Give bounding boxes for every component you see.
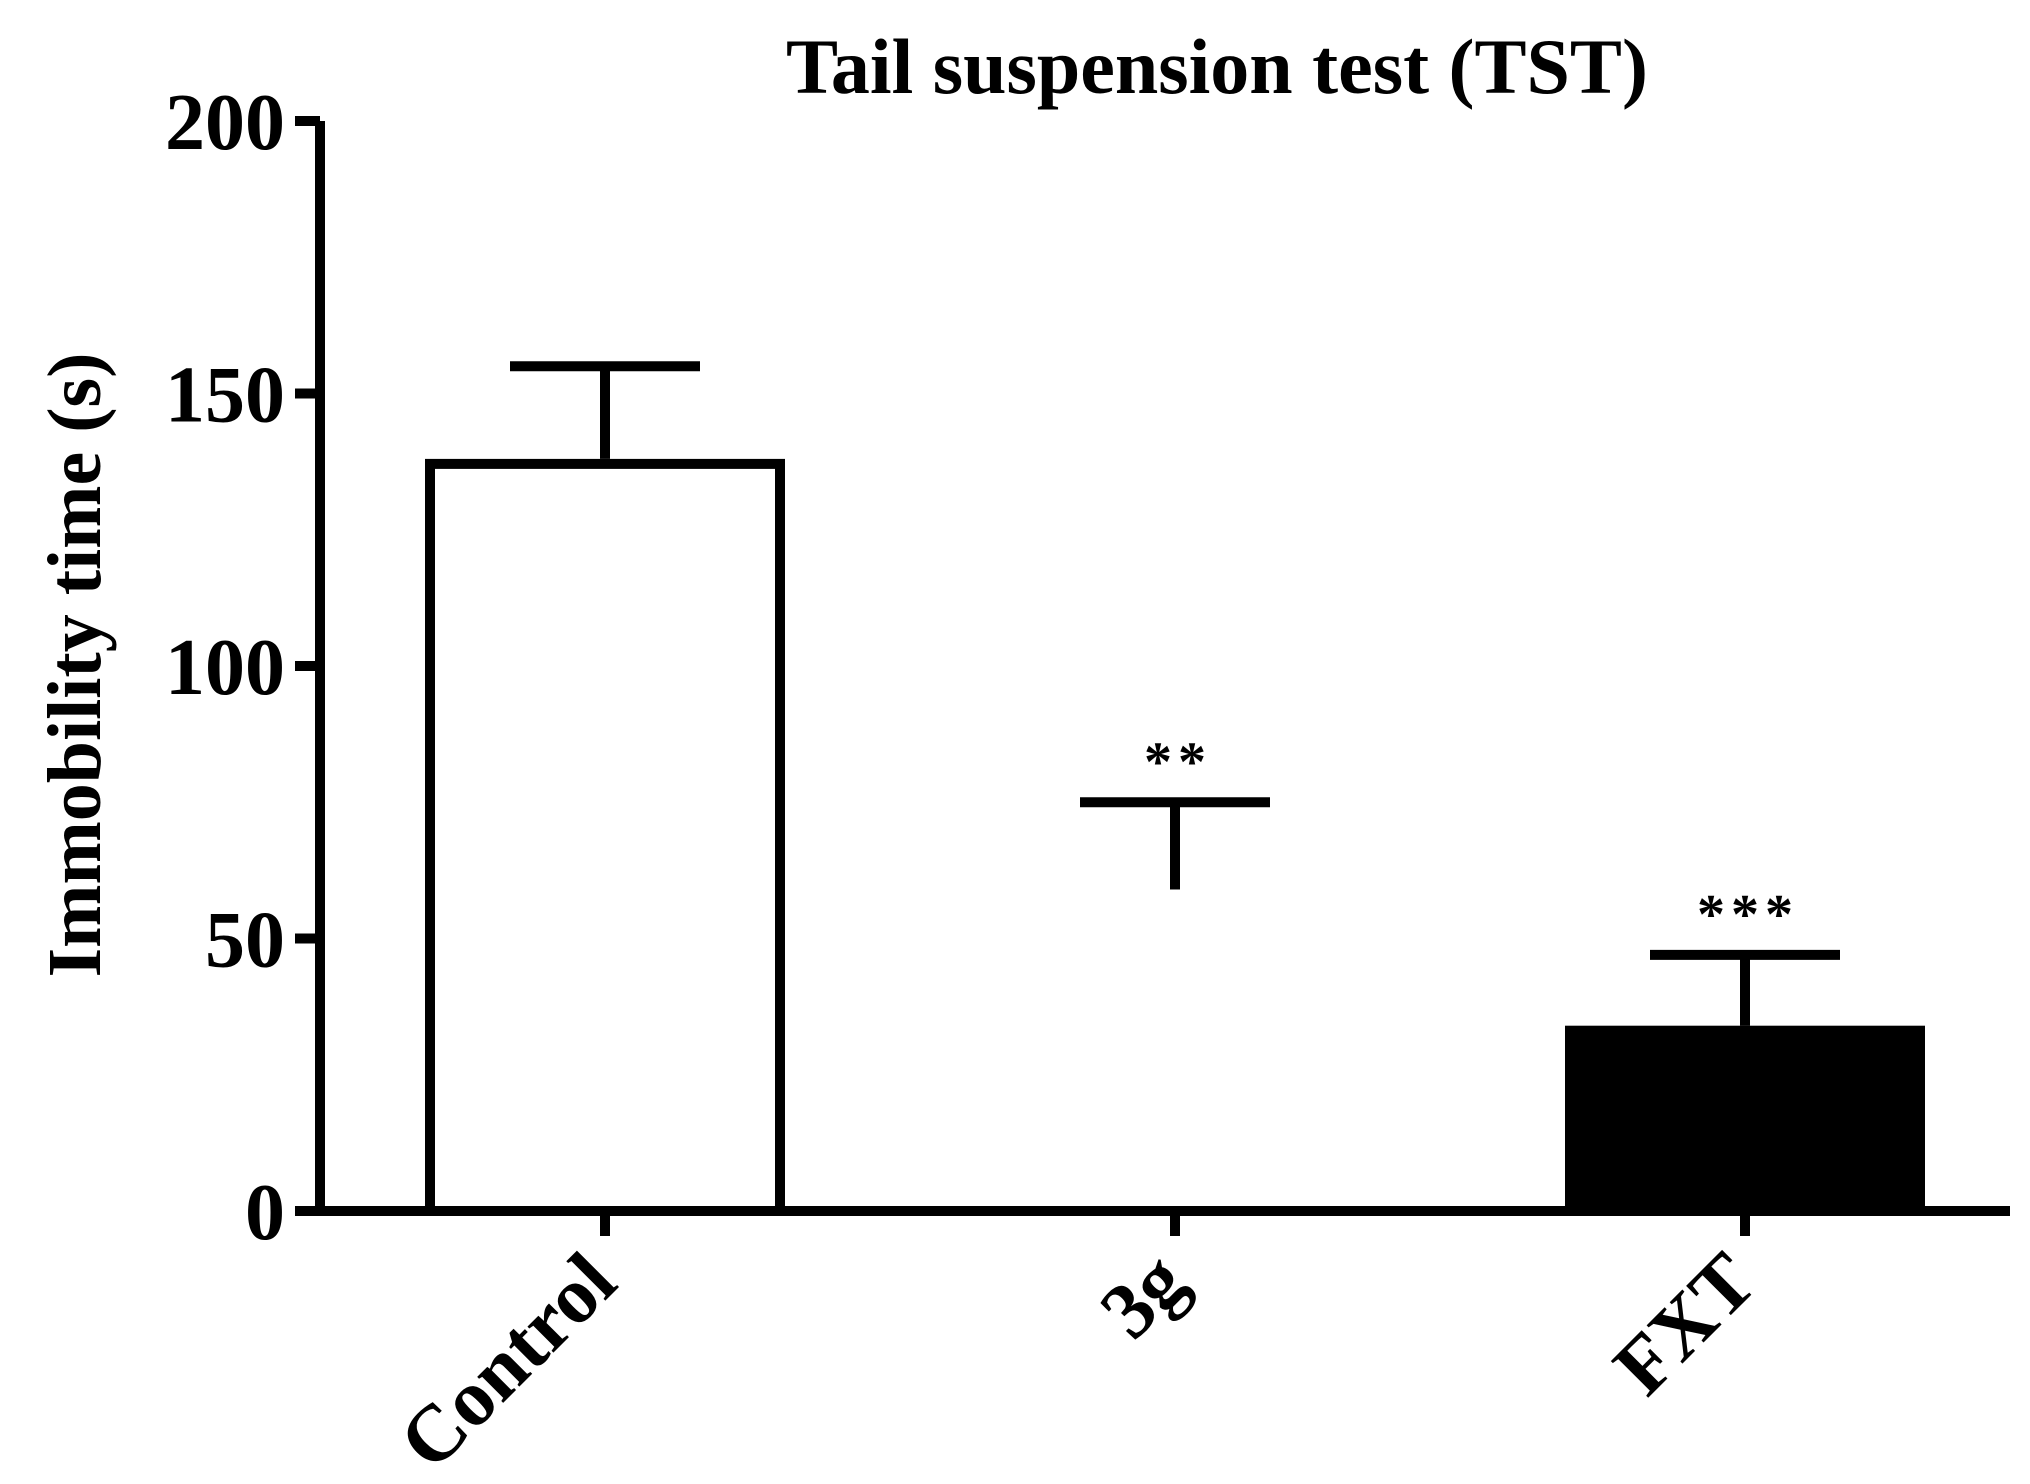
bar-control [425, 458, 785, 1216]
y-axis-label: Immobility time (s) [33, 353, 117, 978]
y-tick-label: 200 [165, 79, 285, 167]
bar-fxt [1565, 1025, 1925, 1216]
x-tick-label: Control [383, 1237, 633, 1484]
significance-marker: *** [1697, 884, 1799, 946]
y-tick-label: 0 [245, 1169, 285, 1257]
plot-area: 0 50 100 150 200 Control ** 3g *** FXT [165, 79, 2010, 1484]
significance-marker: ** [1144, 731, 1212, 793]
chart-title: Tail suspension test (TST) [786, 23, 1648, 110]
y-tick-label: 50 [205, 897, 285, 985]
y-tick-label: 150 [165, 352, 285, 440]
x-tick-label: FXT [1597, 1237, 1772, 1412]
x-tick-label: 3g [1084, 1237, 1203, 1356]
y-tick-label: 100 [165, 624, 285, 712]
